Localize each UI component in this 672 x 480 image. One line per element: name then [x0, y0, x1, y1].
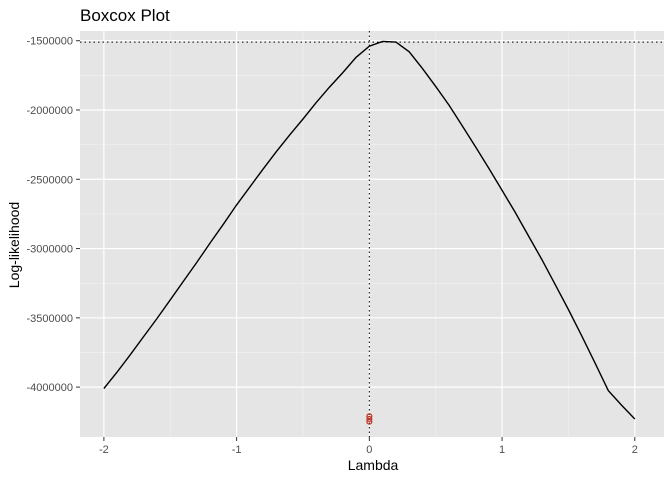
x-tick-label: -2: [99, 444, 109, 456]
plot-panel: [80, 31, 664, 437]
minor-gridlines: [80, 31, 664, 437]
y-tick-label: -3000000: [27, 244, 74, 256]
y-tick-label: -3500000: [27, 313, 74, 325]
y-tick-label: -1500000: [27, 36, 74, 48]
reference-lines: [80, 31, 664, 437]
lambda-marker-point: [366, 415, 373, 423]
x-tick-label: 1: [499, 444, 505, 456]
x-axis-ticks: -2 -1 0 1 2: [99, 437, 638, 456]
x-tick-label: -1: [232, 444, 242, 456]
y-tick-label: -2500000: [27, 174, 74, 186]
lambda-marker-point: [366, 413, 373, 420]
loglik-series-line: [103, 40, 636, 420]
y-axis-ticks: -1500000 -2000000 -2500000 -3000000 -3500000…: [27, 36, 80, 394]
lambda-markers: [366, 413, 373, 425]
y-tick-label: -2000000: [27, 105, 74, 117]
x-tick-label: 0: [366, 444, 372, 456]
x-axis-title: Lambda: [348, 457, 399, 473]
x-tick-label: 2: [632, 444, 638, 456]
y-tick-label: -4000000: [27, 382, 74, 394]
chart-title: Boxcox Plot: [80, 6, 170, 25]
lambda-marker-point: [366, 418, 373, 425]
y-axis-title: Log-likelihood: [6, 202, 22, 288]
